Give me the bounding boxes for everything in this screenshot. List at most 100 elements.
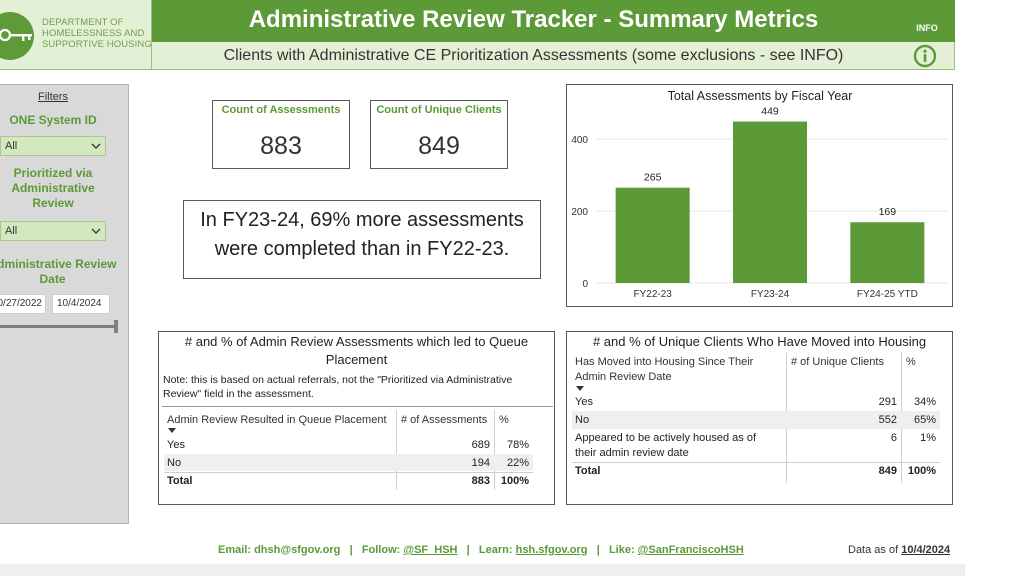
queue-total-label: Total <box>167 475 193 487</box>
queue-table-note-line2: Review" field in the assessment. <box>163 388 314 400</box>
footer-follow-link[interactable]: @SF_HSH <box>403 544 458 556</box>
queue-row-yes-label: Yes <box>167 439 185 451</box>
housing-row-active-count: 6 <box>890 432 897 444</box>
chevron-down-icon <box>91 143 101 149</box>
footer-learn-prefix: Learn: <box>478 544 516 556</box>
date-range-slider[interactable] <box>0 325 116 328</box>
footer-learn-link[interactable]: hsh.sfgov.org <box>515 544 588 556</box>
housing-row-yes-pct: 34% <box>913 396 936 408</box>
prioritized-label-line1: Prioritized via <box>13 166 93 180</box>
prioritized-value: All <box>5 225 18 237</box>
housing-col-header-pct[interactable]: % <box>906 356 916 368</box>
fiscal-year-bar-chart: Total Assessments by Fiscal Year 0 200 400… <box>571 89 948 300</box>
queue-col-header-placement[interactable]: Admin Review Resulted in Queue Placement <box>167 414 387 426</box>
footer-follow-prefix: Follow: <box>361 544 404 556</box>
department-name-line2: HOMELESSNESS AND <box>42 28 145 39</box>
housing-total-pct: 100% <box>907 465 936 477</box>
housing-col-header-moved-line1: Has Moved into Housing Since Their <box>575 356 754 368</box>
housing-table-title: # and % of Unique Clients Who Have Moved… <box>592 334 927 349</box>
housing-row-no-stripe <box>572 411 940 429</box>
housing-col-header-count[interactable]: # of Unique Clients <box>791 356 884 368</box>
queue-col-divider-2 <box>494 410 495 490</box>
data-as-of: Data as of 10/4/2024 <box>848 544 950 556</box>
housing-row-yes-count: 291 <box>878 396 897 408</box>
housing-row-active-label-line1: Appeared to be actively housed as of <box>575 432 757 444</box>
key-icon <box>0 28 32 42</box>
info-label[interactable]: INFO <box>916 23 938 33</box>
department-name-line3: SUPPORTIVE HOUSING <box>42 39 152 50</box>
chart-bar[interactable] <box>733 121 807 284</box>
housing-row-active-pct: 1% <box>920 432 936 444</box>
queue-table-title: # and % of Admin Review Assessments whic… <box>158 333 555 369</box>
queue-table-title-line1: # and % of Admin Review Assessments whic… <box>184 334 529 349</box>
queue-total-pct: 100% <box>500 475 529 487</box>
chart-bar[interactable] <box>850 222 925 283</box>
bottom-scroll-strip <box>0 564 965 576</box>
footer-separator: | <box>466 544 470 556</box>
footer-email-prefix: Email: <box>218 544 255 556</box>
one-system-id-dropdown[interactable]: All <box>0 136 106 156</box>
chart-data-label: 449 <box>761 106 779 118</box>
housing-row-no-label: No <box>575 414 590 426</box>
footer-like-link[interactable]: @SanFranciscoHSH <box>637 544 744 556</box>
prioritized-label-line3: Review <box>32 196 74 210</box>
department-name-line1: DEPARTMENT OF <box>42 17 124 28</box>
one-system-id-label: ONE System ID <box>9 113 97 127</box>
chart-x-tick-label: FY23-24 <box>751 289 790 300</box>
queue-total-divider <box>164 472 533 473</box>
housing-col-header-moved[interactable]: Has Moved into Housing Since Their Admin… <box>575 355 787 385</box>
one-system-id-value: All <box>5 140 18 152</box>
queue-col-header-pct[interactable]: % <box>499 414 509 426</box>
prioritized-label-line2: Administrative <box>11 181 95 195</box>
filters-title: Filters <box>38 91 68 103</box>
footer-like-prefix: Like: <box>608 544 638 556</box>
housing-row-no-pct: 65% <box>913 414 936 426</box>
queue-col-divider-1 <box>396 410 397 490</box>
review-date-label-line2: Date <box>39 272 66 286</box>
housing-row-no-count: 552 <box>878 414 897 426</box>
prioritized-dropdown[interactable]: All <box>0 221 106 241</box>
comparison-statement-line2: were completed than in FY22-23. <box>214 238 510 260</box>
assessments-value: 883 <box>260 132 302 160</box>
chart-data-label: 265 <box>644 172 662 184</box>
housing-col-header-moved-line2: Admin Review Date <box>575 371 672 383</box>
footer-separator: | <box>349 544 353 556</box>
date-range-slider-handle[interactable] <box>114 320 118 333</box>
chart-y-tick-label: 0 <box>582 279 588 290</box>
sort-desc-icon[interactable] <box>576 386 584 391</box>
footer-contact-line: Email: dhsh@sfgov.org | Follow: @SF_HSH … <box>218 544 744 556</box>
queue-col-header-count[interactable]: # of Assessments <box>401 414 488 426</box>
data-as-of-date: 10/4/2024 <box>901 544 951 556</box>
queue-row-no-count: 194 <box>471 457 490 469</box>
comparison-statement-box <box>183 200 541 279</box>
review-date-label: Administrative Review Date <box>0 257 135 287</box>
chart-title: Total Assessments by Fiscal Year <box>668 89 853 103</box>
queue-row-no-pct: 22% <box>506 457 529 469</box>
start-date-input[interactable]: 10/27/2022 <box>0 294 46 314</box>
assessments-card <box>212 100 350 169</box>
queue-row-yes-pct: 78% <box>506 439 529 451</box>
end-date-input[interactable]: 10/4/2024 <box>52 294 110 314</box>
queue-table-title-line2: Placement <box>325 352 388 367</box>
housing-total-count: 849 <box>878 465 897 477</box>
chart-data-label: 169 <box>879 206 897 218</box>
unique-clients-value: 849 <box>418 132 460 160</box>
data-as-of-prefix: Data as of <box>848 544 902 556</box>
unique-clients-label: Count of Unique Clients <box>376 104 502 116</box>
housing-total-divider <box>572 462 940 463</box>
info-circle-icon[interactable] <box>913 44 937 68</box>
subtitle-bar <box>152 42 955 70</box>
queue-table-note: Note: this is based on actual referrals,… <box>163 373 553 401</box>
housing-row-yes-label: Yes <box>575 396 593 408</box>
queue-row-no-label: No <box>167 457 182 469</box>
chart-y-tick-label: 400 <box>571 135 588 146</box>
footer-email-link[interactable]: dhsh@sfgov.org <box>254 544 341 556</box>
chart-x-tick-label: FY22-23 <box>633 289 672 300</box>
sort-desc-icon[interactable] <box>168 428 176 433</box>
queue-table-note-line1: Note: this is based on actual referrals,… <box>163 374 513 386</box>
chart-bar[interactable] <box>615 187 690 283</box>
page-subtitle: Clients with Administrative CE Prioritiz… <box>223 47 844 64</box>
prioritized-label: Prioritized via Administrative Review <box>0 166 106 211</box>
review-date-label-line1: Administrative Review <box>0 257 117 271</box>
department-name: DEPARTMENT OF HOMELESSNESS AND SUPPORTIV… <box>42 17 154 50</box>
